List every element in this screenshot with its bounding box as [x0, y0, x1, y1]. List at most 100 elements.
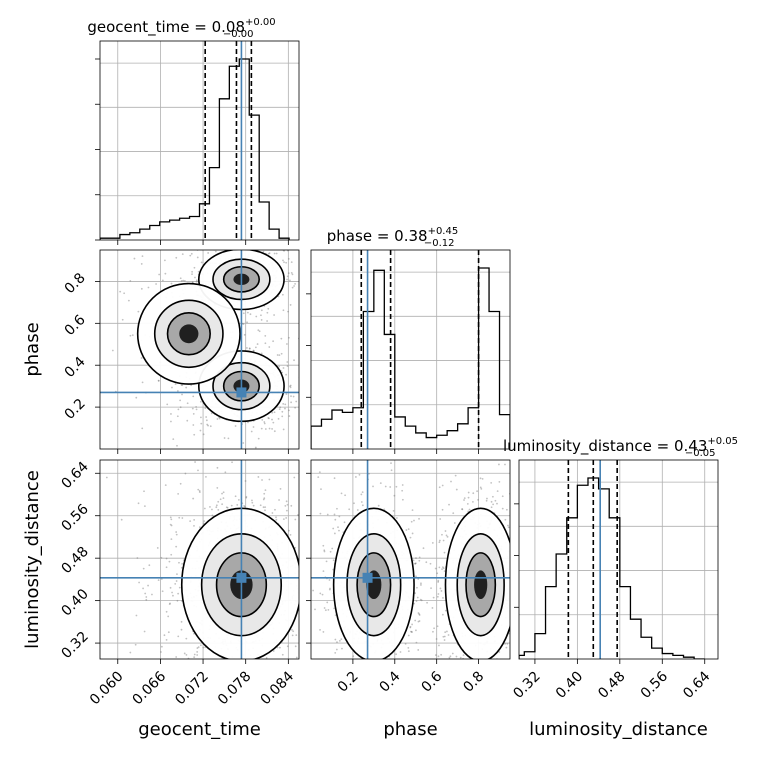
sample-point — [332, 559, 335, 562]
sample-point — [140, 357, 143, 359]
sample-point — [331, 714, 333, 716]
sample-point — [170, 553, 173, 556]
sample-point — [453, 522, 456, 524]
sample-point — [177, 408, 180, 411]
sample-point — [480, 488, 483, 490]
sample-point — [253, 452, 255, 454]
sample-point — [275, 436, 277, 438]
sample-point — [244, 245, 246, 247]
sample-point — [513, 551, 515, 553]
sample-point — [333, 513, 336, 516]
sample-point — [441, 613, 444, 616]
sample-point — [294, 282, 296, 285]
sample-point — [268, 417, 270, 420]
sample-point — [235, 452, 237, 454]
sample-point — [433, 627, 435, 630]
sample-point — [165, 566, 168, 569]
sample-point — [245, 496, 248, 499]
sample-point — [216, 466, 219, 469]
sample-point — [247, 713, 249, 715]
sample-point — [284, 403, 287, 406]
sample-point — [147, 286, 150, 289]
sample-point — [264, 342, 267, 345]
x-tick-label: 0.078 — [215, 669, 255, 709]
sample-point — [205, 419, 208, 422]
sample-point — [409, 626, 412, 629]
sample-point — [442, 567, 445, 570]
sample-point — [494, 499, 497, 502]
sample-point — [252, 504, 255, 507]
sample-point — [312, 603, 314, 605]
sample-point — [304, 604, 306, 606]
sample-point — [302, 367, 304, 369]
sample-point — [180, 280, 183, 282]
sample-point — [449, 655, 452, 658]
sample-point — [308, 383, 310, 385]
sample-point — [436, 595, 439, 598]
sample-point — [486, 497, 488, 500]
sample-point — [186, 402, 189, 405]
hist-clip — [100, 41, 290, 240]
sample-point — [533, 558, 535, 560]
x-tick-label: 0.2 — [335, 669, 362, 696]
sample-point — [163, 634, 166, 637]
sample-point — [157, 379, 160, 382]
x-tick-label: 0.8 — [460, 669, 487, 696]
x-tick-label: 0.40 — [553, 669, 586, 702]
sample-point — [261, 479, 263, 481]
x-tick-label: 0.4 — [377, 668, 404, 695]
sample-point — [289, 384, 292, 387]
sample-point — [141, 381, 144, 384]
hist-step — [311, 267, 510, 449]
sample-point — [290, 504, 293, 507]
x-tick-label: 0.084 — [258, 668, 298, 708]
sample-point — [440, 590, 443, 592]
sample-point — [297, 514, 299, 516]
sample-point — [498, 480, 501, 483]
sample-point — [167, 631, 170, 634]
title-plus: +0.00 — [245, 17, 276, 28]
sample-point — [215, 506, 218, 509]
x-tick-label: 0.066 — [130, 668, 170, 708]
sample-point — [409, 536, 412, 539]
sample-point — [281, 697, 283, 699]
sample-point — [502, 684, 504, 686]
sample-point — [299, 667, 301, 669]
sample-point — [307, 638, 309, 640]
sample-point — [129, 334, 132, 337]
sample-point — [291, 273, 294, 276]
sample-point — [165, 638, 168, 641]
sample-point — [263, 422, 266, 425]
sample-point — [282, 428, 285, 431]
sample-point — [305, 407, 307, 409]
truth-marker — [236, 572, 247, 583]
sample-point — [299, 590, 301, 592]
sample-point — [466, 666, 468, 668]
sample-point — [533, 617, 535, 619]
sample-point — [193, 433, 196, 436]
sample-point — [472, 492, 475, 495]
sample-point — [317, 542, 319, 544]
sample-point — [148, 564, 151, 567]
sample-point — [143, 490, 145, 493]
sample-point — [156, 547, 159, 549]
sample-point — [443, 570, 446, 572]
axes-frame — [310, 249, 511, 450]
sample-point — [287, 272, 290, 274]
sample-point — [407, 528, 410, 531]
sample-point — [248, 347, 251, 350]
sample-point — [145, 598, 148, 601]
sample-point — [179, 406, 182, 409]
sample-point — [467, 491, 470, 494]
hist-title-luminosity_distance: luminosity_distance = 0.43+0.05 — [503, 436, 738, 456]
sample-point — [441, 484, 444, 487]
sample-point — [242, 323, 245, 325]
sample-point — [360, 493, 363, 496]
sample-point — [290, 661, 292, 663]
sample-point — [348, 508, 351, 511]
sample-point — [462, 654, 465, 657]
sample-point — [216, 487, 219, 489]
sample-point — [296, 629, 298, 631]
sample-point — [457, 682, 459, 684]
sample-point — [194, 276, 196, 279]
